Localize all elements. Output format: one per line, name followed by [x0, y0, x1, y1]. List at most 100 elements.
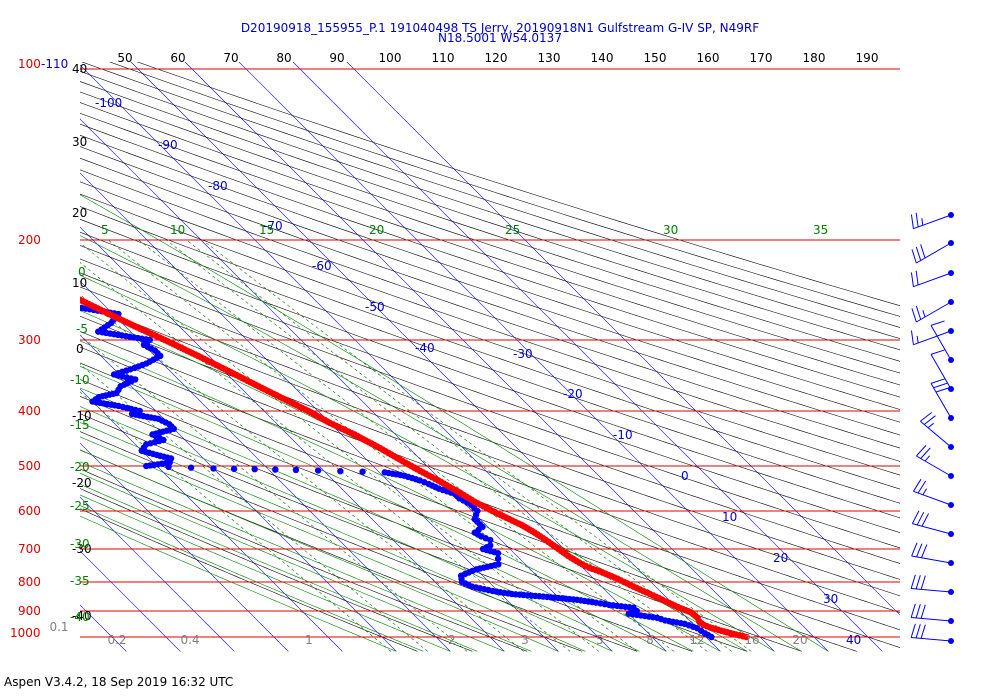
header-location: N18.5001 W54.0137: [438, 31, 562, 45]
dewpoint-point: [13, 296, 19, 302]
isotherm-line: [80, 172, 559, 652]
theta-label: 160: [697, 51, 720, 65]
pressure-label: 900: [18, 604, 41, 618]
temperature-point: [52, 284, 59, 291]
isotherm-label: -60: [312, 259, 332, 273]
left-moist-label: -10: [70, 373, 90, 387]
mixing-ratio-label: 1: [305, 633, 313, 647]
isotherm-line: [0, 56, 18, 651]
dewpoint-point: [487, 542, 494, 549]
dewpoint-point: [62, 302, 68, 308]
isotherm-label-left: -110: [41, 57, 68, 71]
moist-adiabat-line: [80, 274, 775, 652]
pressure-label: 500: [18, 459, 41, 473]
isotherm-line: [0, 56, 72, 651]
wind-barb-feather: [910, 603, 916, 618]
isotherm-label: 40: [846, 633, 861, 647]
dry-adiabat-line: [80, 508, 418, 652]
isotherm-label: 10: [722, 510, 737, 524]
wind-barb: [910, 603, 954, 624]
dry-adiabat-line: [136, 62, 900, 307]
moist-adiabat-line: [80, 515, 397, 652]
left-moist-label: -5: [76, 322, 88, 336]
theta-label: 170: [750, 51, 773, 65]
wind-barb-feather: [923, 415, 936, 425]
mixing-ratio-line: [80, 294, 524, 652]
mixing-ratio-line: [138, 239, 675, 652]
temperature-point: [57, 287, 64, 294]
theta-label: 180: [803, 51, 826, 65]
wind-barb-feather: [915, 575, 921, 590]
wind-barb-half-feather: [922, 488, 928, 496]
wind-barb-feather: [920, 447, 931, 459]
mixing-ratio-label: 8: [646, 633, 654, 647]
dewpoint-point: [46, 301, 52, 307]
pressure-label: 300: [18, 333, 41, 347]
isotherm-label: -30: [513, 347, 533, 361]
moist-adiabat-label: 10: [170, 223, 185, 237]
theta-label: 80: [276, 51, 291, 65]
wind-barb-feather: [915, 246, 922, 261]
isotherm-label: -70: [263, 219, 283, 233]
wind-barb-staff: [916, 455, 952, 477]
wind-barb-feather: [915, 305, 922, 320]
dewpoint-point: [187, 464, 195, 471]
wind-barb: [930, 320, 954, 363]
wind-barb-feather: [920, 412, 932, 422]
moist-adiabat-line: [80, 387, 667, 652]
isotherm-line: [80, 388, 343, 652]
moist-adiabat-line: [80, 472, 505, 652]
isotherm-label: -20: [563, 387, 583, 401]
moist-adiabat-label: 20: [369, 223, 384, 237]
dewpoint-point: [1, 295, 7, 301]
wind-barb-staff: [913, 330, 952, 346]
dry-adiabat-line: [80, 134, 900, 410]
moist-adiabat-line: [80, 436, 586, 652]
left-temp-label: 0: [76, 342, 84, 356]
wind-barb-feather: [916, 543, 923, 558]
dry-adiabat-line: [80, 112, 900, 386]
dewpoint-point: [314, 467, 322, 474]
dewpoint-point: [80, 305, 81, 309]
theta-label: 50: [117, 51, 132, 65]
isotherm-label: -100: [95, 96, 122, 110]
wind-barb-staff: [911, 555, 952, 564]
mixing-ratio-line: [80, 334, 468, 652]
pressure-label: 400: [18, 404, 41, 418]
dewpoint-point: [230, 465, 238, 473]
dewpoint-point: [70, 303, 76, 309]
theta-label: 70: [223, 51, 238, 65]
mixing-ratio-line: [202, 239, 752, 652]
wind-barb: [911, 542, 954, 566]
wind-barb-half-feather: [927, 422, 934, 429]
isotherm-label: -50: [365, 300, 385, 314]
isotherm-line: [80, 226, 505, 652]
wind-barb: [910, 623, 954, 644]
wind-barb-staff: [913, 490, 952, 506]
temperature-point: [20, 270, 27, 277]
dry-adiabat-line: [80, 301, 900, 597]
theta-label: 120: [485, 51, 508, 65]
dewpoint-point: [58, 302, 64, 308]
wind-barb-feather: [930, 378, 945, 384]
temperature-point: [37, 278, 44, 285]
dry-adiabat-line: [109, 62, 900, 317]
dewpoint-point: [41, 300, 47, 306]
wind-barb: [930, 349, 954, 392]
mixing-ratio-label: 5: [596, 633, 604, 647]
wind-barb-feather: [935, 387, 950, 393]
wind-barb-feather: [915, 604, 921, 619]
dry-adiabat-line: [80, 206, 900, 490]
wind-barb-feather: [911, 249, 917, 264]
wind-barb-half-feather: [916, 335, 919, 344]
wind-barb-feather: [920, 544, 928, 558]
dewpoint-point: [210, 465, 217, 472]
mixing-ratio-line: [80, 391, 392, 652]
dry-adiabat-line: [80, 245, 900, 533]
temperature-point: [32, 275, 39, 282]
temperature-point: [34, 276, 41, 283]
temperature-point: [11, 265, 18, 272]
dewpoint-point: [292, 466, 300, 474]
dry-adiabat-line: [81, 62, 900, 328]
